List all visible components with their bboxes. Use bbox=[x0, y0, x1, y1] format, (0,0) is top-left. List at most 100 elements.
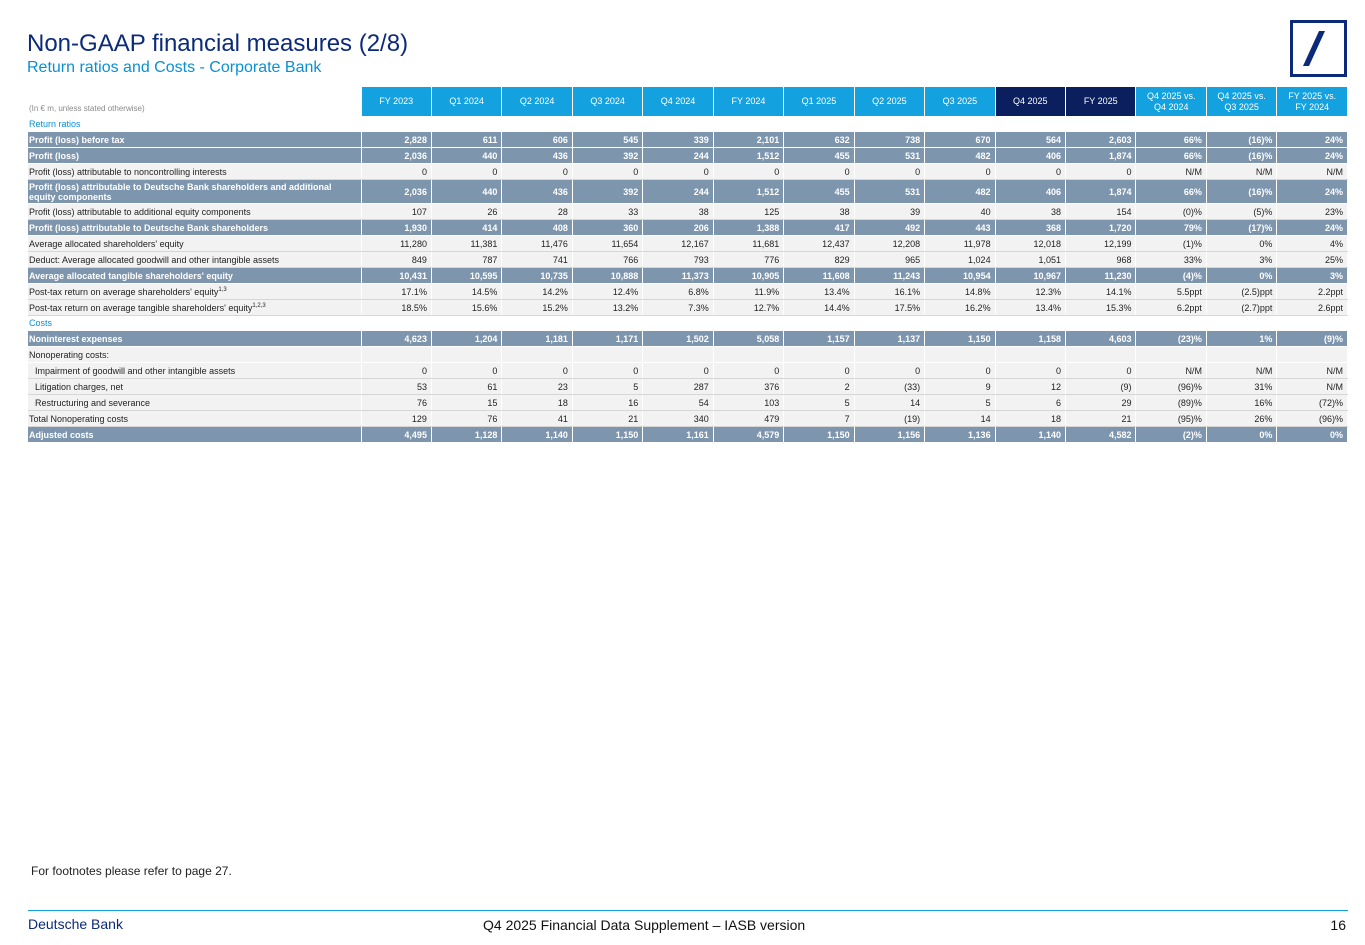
table-cell: 793 bbox=[642, 251, 714, 268]
table-cell bbox=[995, 346, 1067, 363]
column-header: Q4 2024 bbox=[642, 87, 714, 117]
row-label-text: Profit (loss) attributable to Deutsche B… bbox=[29, 181, 332, 202]
table-cell: 7 bbox=[783, 410, 855, 427]
table-cell: 16 bbox=[572, 394, 644, 411]
page-title: Non-GAAP financial measures (2/8) bbox=[27, 30, 409, 57]
table-cell: 11,476 bbox=[501, 235, 573, 252]
table-cell: N/M bbox=[1206, 163, 1278, 180]
table-row: Profit (loss) attributable to Deutsche B… bbox=[28, 179, 1348, 204]
column-header: Q1 2024 bbox=[431, 87, 503, 117]
table-cell: (2.5)ppt bbox=[1206, 283, 1278, 300]
table-cell: 440 bbox=[431, 179, 503, 204]
table-cell: 10,905 bbox=[713, 267, 785, 284]
table-cell: 4% bbox=[1276, 235, 1348, 252]
table-cell: 1,874 bbox=[1065, 179, 1137, 204]
table-cell: 1,388 bbox=[713, 219, 785, 236]
column-header: FY 2023 bbox=[361, 87, 432, 117]
table-cell: 1,137 bbox=[854, 330, 926, 347]
table-cell: 4,579 bbox=[713, 426, 785, 443]
table-cell: 482 bbox=[924, 179, 996, 204]
table-cell: (9) bbox=[1065, 378, 1137, 395]
table-cell: 531 bbox=[854, 147, 926, 164]
table-cell: 1,156 bbox=[854, 426, 926, 443]
table-cell: 23 bbox=[501, 378, 573, 395]
table-cell: 24% bbox=[1276, 219, 1348, 236]
table-cell: 1,051 bbox=[995, 251, 1067, 268]
table-cell: 741 bbox=[501, 251, 573, 268]
row-label: Deduct: Average allocated goodwill and o… bbox=[28, 251, 362, 268]
table-cell: 5 bbox=[783, 394, 855, 411]
table-cell: (95)% bbox=[1135, 410, 1207, 427]
table-cell: (5)% bbox=[1206, 203, 1278, 220]
table-cell: 0 bbox=[1065, 163, 1137, 180]
table-cell: 17.5% bbox=[854, 299, 926, 316]
table-cell: 1,181 bbox=[501, 330, 573, 347]
table-cell: 17.1% bbox=[361, 283, 432, 300]
table-cell: 0 bbox=[854, 362, 926, 379]
table-cell: 2,828 bbox=[361, 131, 432, 148]
table-cell: 39 bbox=[854, 203, 926, 220]
column-header: Q2 2025 bbox=[854, 87, 926, 117]
table-cell: 0 bbox=[713, 362, 785, 379]
table-cell: 0 bbox=[713, 163, 785, 180]
table-cell: 1,161 bbox=[642, 426, 714, 443]
table-cell bbox=[501, 346, 573, 363]
table-cell: 7.3% bbox=[642, 299, 714, 316]
footnote-ref: 1,3 bbox=[218, 286, 227, 293]
table-cell: 287 bbox=[642, 378, 714, 395]
table-header-row: (In € m, unless stated otherwise) FY 202… bbox=[28, 87, 1348, 117]
table-cell: 11,230 bbox=[1065, 267, 1137, 284]
table-cell: 340 bbox=[642, 410, 714, 427]
table-cell: 1,158 bbox=[995, 330, 1067, 347]
table-row: Profit (loss) attributable to additional… bbox=[28, 203, 1348, 220]
table-cell: (16)% bbox=[1206, 179, 1278, 204]
table-cell bbox=[1276, 346, 1348, 363]
row-label-text: Adjusted costs bbox=[29, 429, 94, 440]
table-cell bbox=[642, 346, 714, 363]
row-label-text: Post-tax return on average tangible shar… bbox=[29, 302, 253, 313]
table-cell: 10,595 bbox=[431, 267, 503, 284]
section-header: Costs bbox=[28, 315, 1348, 331]
column-header: FY 2025 bbox=[1065, 87, 1137, 117]
table-cell: 15.2% bbox=[501, 299, 573, 316]
table-cell: 13.4% bbox=[995, 299, 1067, 316]
table-cell: 2,036 bbox=[361, 147, 432, 164]
table-cell: 0 bbox=[431, 163, 503, 180]
table-cell: (9)% bbox=[1276, 330, 1348, 347]
row-label-text: Restructuring and severance bbox=[35, 397, 151, 408]
table-cell: 0 bbox=[572, 362, 644, 379]
table-cell: 14 bbox=[854, 394, 926, 411]
table-cell: 29 bbox=[1065, 394, 1137, 411]
table-row: Profit (loss) attributable to Deutsche B… bbox=[28, 219, 1348, 236]
table-cell: 0% bbox=[1276, 426, 1348, 443]
table-cell: 968 bbox=[1065, 251, 1137, 268]
table-cell: 0 bbox=[501, 362, 573, 379]
table-cell: (89)% bbox=[1135, 394, 1207, 411]
table-cell: 414 bbox=[431, 219, 503, 236]
table-cell: 38 bbox=[642, 203, 714, 220]
table-cell: 0% bbox=[1206, 235, 1278, 252]
table-cell: 1,140 bbox=[501, 426, 573, 443]
row-label: Profit (loss) attributable to additional… bbox=[28, 203, 362, 220]
table-cell: N/M bbox=[1206, 362, 1278, 379]
table-cell: 965 bbox=[854, 251, 926, 268]
table-cell: 33 bbox=[572, 203, 644, 220]
row-label-text: Total Nonoperating costs bbox=[29, 413, 129, 424]
table-cell: 360 bbox=[572, 219, 644, 236]
table-cell: 339 bbox=[642, 131, 714, 148]
table-cell: 41 bbox=[501, 410, 573, 427]
table-cell: 38 bbox=[995, 203, 1067, 220]
table-cell: 11,978 bbox=[924, 235, 996, 252]
table-cell: (23)% bbox=[1135, 330, 1207, 347]
table-cell: 154 bbox=[1065, 203, 1137, 220]
table-cell: 66% bbox=[1135, 147, 1207, 164]
section-header: Return ratios bbox=[28, 116, 1348, 132]
table-cell: 79% bbox=[1135, 219, 1207, 236]
table-cell: 11,280 bbox=[361, 235, 432, 252]
table-cell: 14.1% bbox=[1065, 283, 1137, 300]
table-cell: 2,603 bbox=[1065, 131, 1137, 148]
table-row: Profit (loss) attributable to noncontrol… bbox=[28, 163, 1348, 180]
table-cell: 1,128 bbox=[431, 426, 503, 443]
table-cell: (96)% bbox=[1135, 378, 1207, 395]
table-cell: 1,171 bbox=[572, 330, 644, 347]
